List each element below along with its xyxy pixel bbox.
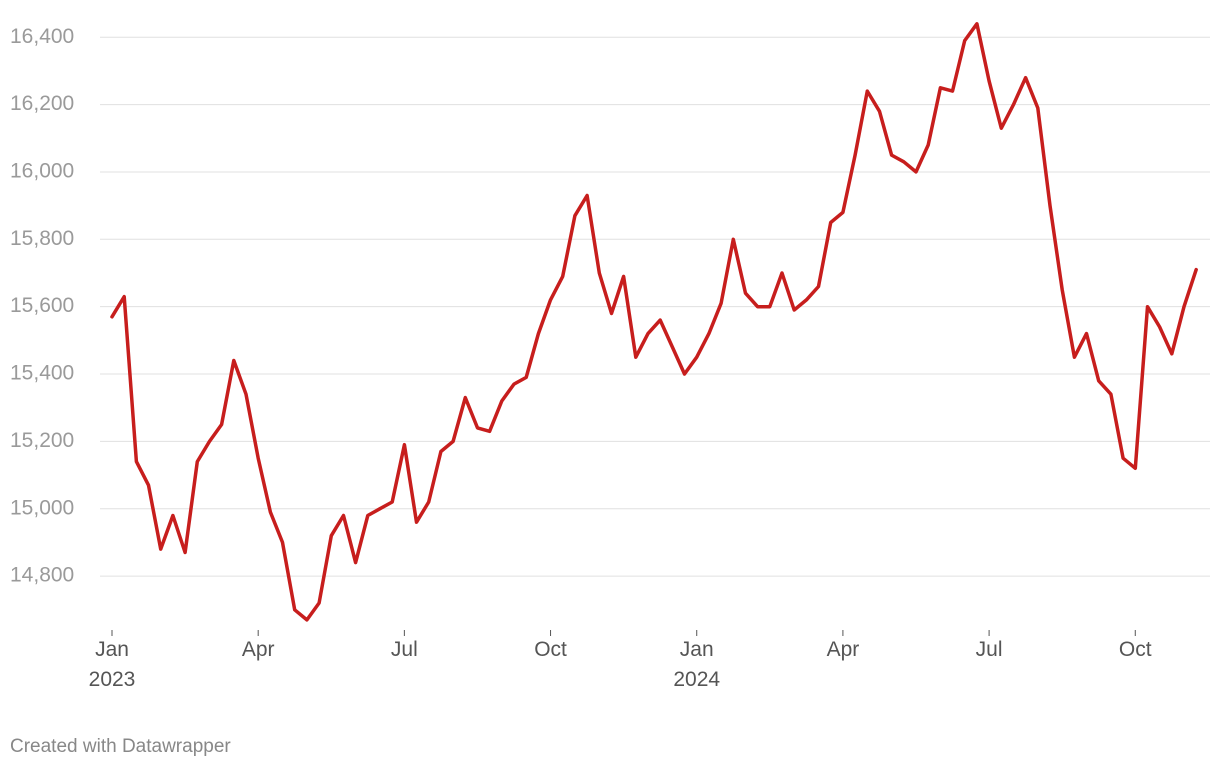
footer: Created with Datawrapper [10, 736, 231, 757]
x-tick-label: Jan 2023 [89, 638, 136, 691]
y-tick-label: 16,000 [10, 159, 74, 182]
y-tick-label: 16,400 [10, 25, 74, 48]
grid [100, 36, 1210, 577]
y-tick-label: 15,200 [10, 429, 74, 452]
x-tick-label: Jul [976, 638, 1003, 661]
line-series [110, 22, 1198, 622]
y-tick-label: 15,600 [10, 294, 74, 317]
y-tick-label: 15,400 [10, 362, 74, 385]
x-tick-label: Oct [1119, 638, 1152, 661]
x-tick-label: Apr [827, 638, 860, 661]
x-tick-label: Jan 2024 [673, 638, 720, 691]
y-tick-label: 15,000 [10, 496, 74, 519]
x-tick-label: Apr [242, 638, 275, 661]
plot-area [110, 22, 1198, 622]
x-tick-label: Oct [534, 638, 567, 661]
x-tick-label: Jul [391, 638, 418, 661]
y-tick-label: 16,200 [10, 92, 74, 115]
y-tick-label: 14,800 [10, 564, 74, 587]
axes: 14,800 15,000 15,200 15,400 15,600 15,800 16,0… [10, 25, 1152, 691]
y-tick-label: 15,800 [10, 227, 74, 250]
